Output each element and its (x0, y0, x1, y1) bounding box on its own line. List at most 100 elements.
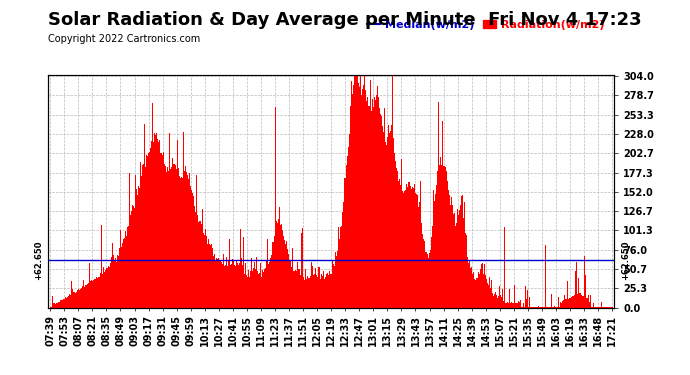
Bar (552, 307, 553, 308)
Bar (507, 302, 509, 307)
Bar (176, 169, 177, 308)
Bar (580, 293, 581, 308)
Bar (247, 277, 248, 308)
Bar (475, 278, 477, 308)
Bar (547, 307, 548, 308)
Bar (366, 101, 367, 308)
Bar (494, 294, 495, 308)
Bar (511, 302, 512, 307)
Bar (115, 258, 117, 307)
Bar (211, 244, 212, 308)
Bar (428, 258, 429, 308)
Bar (316, 275, 317, 308)
Bar (178, 168, 179, 308)
Bar (403, 193, 404, 308)
Bar (325, 278, 326, 308)
Bar (572, 296, 573, 307)
Bar (112, 263, 113, 308)
Bar (137, 186, 139, 308)
Bar (499, 286, 500, 308)
Bar (359, 76, 361, 308)
Bar (300, 276, 301, 308)
Bar (147, 156, 148, 308)
Bar (173, 164, 175, 308)
Bar (255, 269, 257, 308)
Bar (166, 167, 168, 308)
Bar (55, 303, 57, 307)
Bar (224, 260, 226, 308)
Bar (110, 257, 112, 307)
Bar (246, 275, 247, 308)
Bar (149, 152, 150, 308)
Bar (385, 142, 386, 308)
Bar (108, 267, 110, 308)
Bar (95, 279, 96, 308)
Bar (425, 252, 426, 308)
Bar (356, 76, 357, 308)
Bar (504, 303, 506, 307)
Bar (577, 294, 578, 307)
Bar (98, 277, 99, 308)
Bar (472, 274, 473, 308)
Bar (135, 176, 136, 308)
Bar (267, 238, 268, 308)
Bar (521, 306, 522, 308)
Bar (369, 106, 371, 307)
Bar (130, 215, 131, 308)
Bar (233, 260, 234, 308)
Bar (318, 267, 319, 308)
Bar (335, 256, 337, 307)
Bar (569, 298, 570, 307)
Bar (209, 244, 210, 308)
Bar (73, 292, 74, 308)
Bar (598, 307, 599, 308)
Bar (408, 182, 409, 308)
Bar (391, 76, 393, 308)
Bar (184, 171, 185, 308)
Bar (565, 298, 566, 307)
Bar (155, 135, 156, 308)
Bar (368, 106, 369, 307)
Bar (181, 177, 182, 308)
Bar (436, 184, 437, 308)
Bar (263, 272, 264, 308)
Bar (339, 239, 340, 308)
Bar (153, 142, 154, 308)
Bar (432, 226, 433, 308)
Bar (186, 172, 187, 308)
Bar (223, 254, 224, 308)
Bar (454, 213, 455, 308)
Bar (217, 260, 218, 308)
Bar (374, 97, 375, 308)
Bar (192, 194, 193, 308)
Bar (120, 230, 121, 308)
Bar (477, 279, 478, 308)
Bar (542, 307, 543, 308)
Bar (113, 255, 115, 308)
Bar (175, 165, 176, 308)
Bar (351, 81, 352, 308)
Bar (435, 194, 436, 308)
Bar (272, 242, 273, 308)
Bar (284, 240, 286, 308)
Bar (380, 114, 381, 308)
Bar (430, 250, 431, 307)
Bar (548, 307, 549, 308)
Bar (151, 141, 152, 308)
Bar (482, 262, 483, 308)
Bar (76, 292, 77, 308)
Bar (543, 307, 544, 308)
Bar (541, 307, 542, 308)
Bar (576, 262, 577, 308)
Bar (63, 299, 64, 307)
Bar (531, 307, 533, 308)
Bar (414, 184, 415, 308)
Bar (524, 306, 525, 308)
Bar (201, 224, 202, 308)
Bar (487, 283, 488, 308)
Bar (469, 261, 470, 308)
Bar (302, 228, 303, 308)
Bar (301, 232, 302, 308)
Bar (506, 303, 507, 307)
Bar (443, 166, 444, 308)
